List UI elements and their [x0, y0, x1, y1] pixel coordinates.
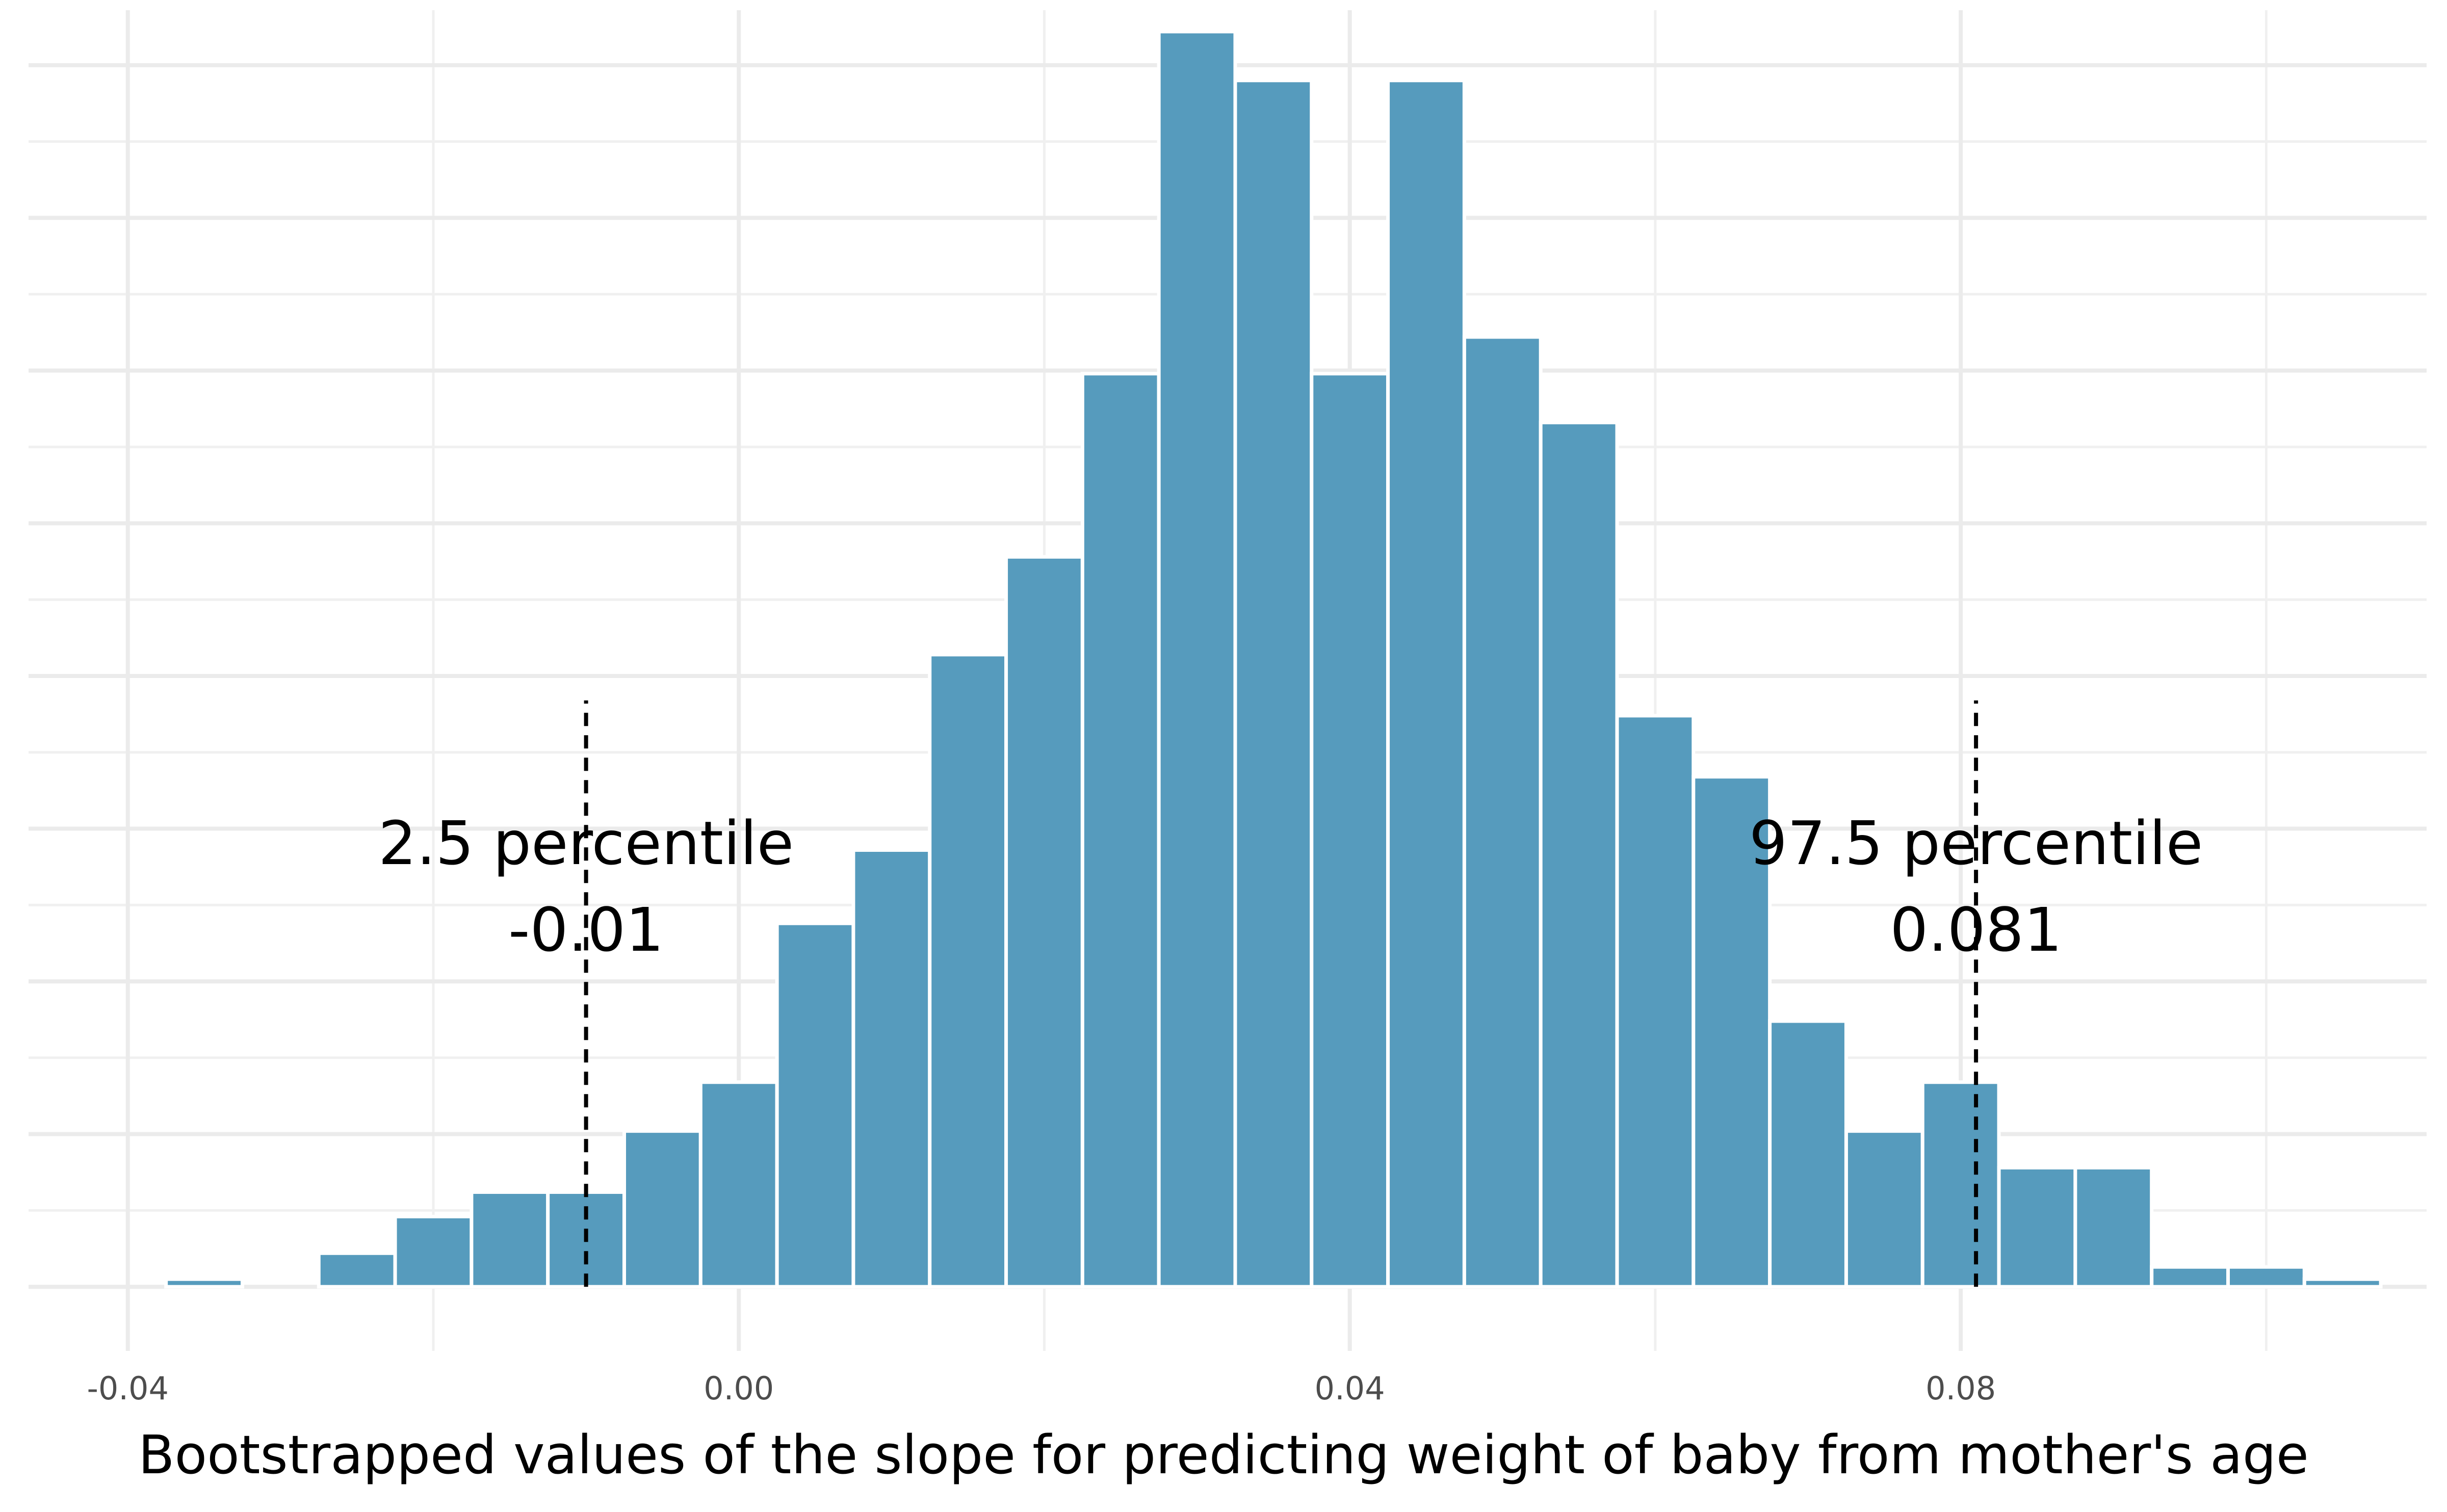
histogram-bar — [928, 653, 1008, 1289]
histogram-bar — [622, 1129, 702, 1289]
histogram-bar — [1233, 79, 1314, 1289]
histogram-bar — [2226, 1265, 2306, 1289]
histogram-bars — [164, 30, 2383, 1289]
histogram-bar — [698, 1080, 779, 1289]
histogram-bar — [1310, 372, 1390, 1289]
histogram-bar — [2150, 1265, 2230, 1289]
percentile-value: -0.01 — [508, 895, 664, 965]
histogram-bar — [1004, 555, 1084, 1289]
histogram-bar — [1157, 30, 1237, 1289]
histogram-bar — [2302, 1277, 2383, 1289]
x-axis-tick-labels: -0.04 0.00 0.04 0.08 — [87, 1370, 1996, 1407]
histogram-bar — [164, 1277, 244, 1289]
percentile-label: 2.5 percentile — [378, 808, 794, 878]
histogram-bar — [1462, 335, 1543, 1289]
histogram-bar — [1080, 372, 1161, 1289]
histogram-bar — [470, 1190, 550, 1289]
histogram-bar — [1386, 79, 1466, 1289]
percentile-label: 97.5 percentile — [1749, 808, 2203, 878]
histogram-bar — [1539, 421, 1619, 1289]
percentile-annotations: 2.5 percentile -0.01 97.5 percentile 0.081 — [378, 700, 2203, 1287]
histogram-bar — [1997, 1166, 2077, 1289]
x-tick-label: -0.04 — [87, 1370, 169, 1407]
x-axis-title: Bootstrapped values of the slope for pre… — [138, 1424, 2309, 1486]
histogram-bar — [1615, 714, 1696, 1289]
x-tick-label: 0.08 — [1925, 1370, 1996, 1407]
histogram-bar — [1920, 1080, 2001, 1289]
histogram-bar — [317, 1251, 397, 1289]
histogram-bar — [775, 921, 855, 1289]
x-tick-label: 0.00 — [704, 1370, 774, 1407]
histogram-bar — [393, 1214, 474, 1289]
x-tick-label: 0.04 — [1315, 1370, 1385, 1407]
histogram-bar — [851, 848, 932, 1289]
histogram-bar — [1768, 1019, 1848, 1289]
histogram-bar — [1844, 1129, 1924, 1289]
histogram-bar — [2073, 1166, 2154, 1289]
percentile-value: 0.081 — [1890, 895, 2062, 965]
